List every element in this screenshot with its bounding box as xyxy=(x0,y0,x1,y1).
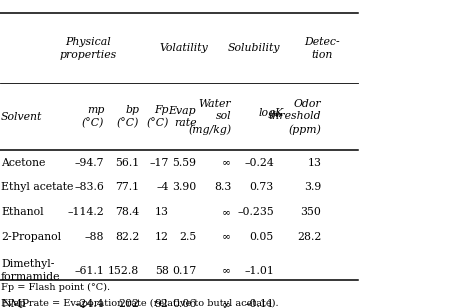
Text: Solubility: Solubility xyxy=(228,43,280,53)
Text: Fp = Flash point (°C).: Fp = Flash point (°C). xyxy=(1,282,110,292)
Text: Volatility: Volatility xyxy=(159,43,208,53)
Text: –0.24: –0.24 xyxy=(244,158,274,168)
Text: Ethyl acetate: Ethyl acetate xyxy=(1,182,73,192)
Text: 82.2: 82.2 xyxy=(115,232,139,241)
Text: logK: logK xyxy=(259,108,284,118)
Text: bp
(°C): bp (°C) xyxy=(117,105,139,128)
Text: 92: 92 xyxy=(155,299,169,308)
Text: 56.1: 56.1 xyxy=(115,158,139,168)
Text: 78.4: 78.4 xyxy=(115,207,139,217)
Text: Odor
threshold
(ppm): Odor threshold (ppm) xyxy=(269,99,321,135)
Text: 350: 350 xyxy=(301,207,321,217)
Text: 0.17: 0.17 xyxy=(172,265,196,276)
Text: 3.90: 3.90 xyxy=(172,182,196,192)
Text: Ethanol: Ethanol xyxy=(1,207,44,217)
Text: –4: –4 xyxy=(156,182,169,192)
Text: –94.7: –94.7 xyxy=(75,158,104,168)
Text: –88: –88 xyxy=(85,232,104,241)
Text: ow: ow xyxy=(270,111,282,119)
Text: Detec-
tion: Detec- tion xyxy=(304,37,340,59)
Text: –1.01: –1.01 xyxy=(244,265,274,276)
Text: –0.11: –0.11 xyxy=(244,299,274,308)
Text: 3.9: 3.9 xyxy=(304,182,321,192)
Text: NMP: NMP xyxy=(1,299,29,308)
Text: 58: 58 xyxy=(155,265,169,276)
Text: Evap rate = Evaporation rate (relative to butyl acetate).: Evap rate = Evaporation rate (relative t… xyxy=(1,299,279,308)
Text: –24.4: –24.4 xyxy=(75,299,104,308)
Text: ∞: ∞ xyxy=(222,265,231,276)
Text: 202: 202 xyxy=(118,299,139,308)
Text: Dimethyl-
formamide: Dimethyl- formamide xyxy=(1,259,61,282)
Text: –83.6: –83.6 xyxy=(74,182,104,192)
Text: ∞: ∞ xyxy=(222,158,231,168)
Text: Fp
(°C): Fp (°C) xyxy=(146,105,169,128)
Text: 5.59: 5.59 xyxy=(172,158,196,168)
Text: 152.8: 152.8 xyxy=(108,265,139,276)
Text: 13: 13 xyxy=(307,158,321,168)
Text: 12: 12 xyxy=(155,232,169,241)
Text: –61.1: –61.1 xyxy=(74,265,104,276)
Text: Physical
properties: Physical properties xyxy=(59,37,116,59)
Text: 2-Propanol: 2-Propanol xyxy=(1,232,61,241)
Text: ∞: ∞ xyxy=(222,207,231,217)
Text: 2.5: 2.5 xyxy=(179,232,196,241)
Text: 13: 13 xyxy=(155,207,169,217)
Text: 8.3: 8.3 xyxy=(214,182,231,192)
Text: 0.05: 0.05 xyxy=(250,232,274,241)
Text: 0.73: 0.73 xyxy=(250,182,274,192)
Text: Evap
rate: Evap rate xyxy=(169,106,196,128)
Text: ∞: ∞ xyxy=(222,232,231,241)
Text: Water
sol
(mg/kg): Water sol (mg/kg) xyxy=(188,99,231,135)
Text: –114.2: –114.2 xyxy=(67,207,104,217)
Text: 28.2: 28.2 xyxy=(297,232,321,241)
Text: mp
(°C): mp (°C) xyxy=(82,105,104,128)
Text: Solvent: Solvent xyxy=(1,112,42,122)
Text: –17: –17 xyxy=(149,158,169,168)
Text: –0.235: –0.235 xyxy=(237,207,274,217)
Text: Acetone: Acetone xyxy=(1,158,46,168)
Text: ∞: ∞ xyxy=(222,299,231,308)
Text: 0.06: 0.06 xyxy=(172,299,196,308)
Text: 77.1: 77.1 xyxy=(115,182,139,192)
